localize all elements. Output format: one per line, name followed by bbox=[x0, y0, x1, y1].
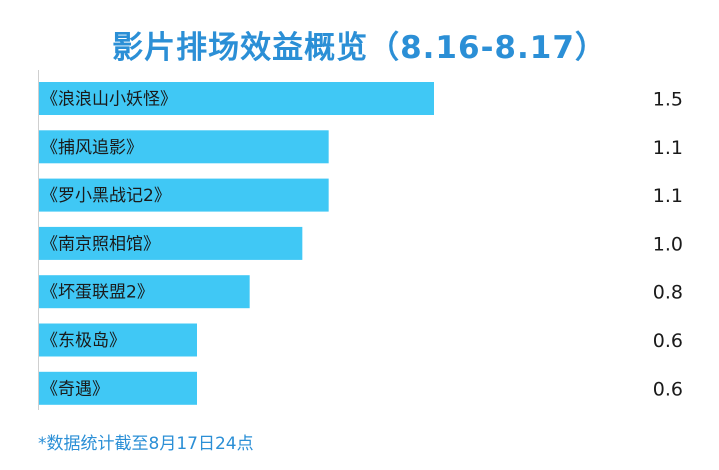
bar-2 bbox=[39, 130, 329, 164]
bar-7 bbox=[39, 371, 197, 405]
value-label-2: 1.1 bbox=[653, 137, 683, 159]
chart-title: 影片排场效益概览（8.16-8.17） bbox=[112, 30, 607, 66]
category-label-6: 《东极岛》 bbox=[41, 331, 126, 351]
bar-5 bbox=[39, 275, 250, 309]
bar-4 bbox=[39, 226, 303, 260]
value-label-3: 1.1 bbox=[653, 185, 683, 207]
value-label-6: 0.6 bbox=[653, 330, 683, 352]
value-label-5: 0.8 bbox=[653, 282, 683, 304]
category-label-2: 《捕风追影》 bbox=[41, 138, 143, 158]
bar-1 bbox=[39, 82, 434, 115]
value-label-1: 1.5 bbox=[653, 89, 683, 111]
bars-group: 《浪浪山小妖怪》 1.5 《捕风追影》 1.1 《罗小黑战记2》 1.1 《南京照相馆》 1.… bbox=[39, 82, 683, 405]
category-label-1: 《浪浪山小妖怪》 bbox=[41, 90, 177, 110]
category-label-3: 《罗小黑战记2》 bbox=[41, 186, 171, 206]
value-label-7: 0.6 bbox=[653, 378, 683, 400]
category-label-5: 《坏蛋联盟2》 bbox=[41, 283, 154, 303]
footnote: *数据统计截至8月17日24点 bbox=[38, 434, 254, 454]
category-label-4: 《南京照相馆》 bbox=[41, 234, 160, 254]
category-label-7: 《奇遇》 bbox=[41, 379, 109, 399]
bar-6 bbox=[39, 323, 197, 357]
value-label-4: 1.0 bbox=[653, 233, 683, 255]
bar-3 bbox=[39, 178, 329, 212]
